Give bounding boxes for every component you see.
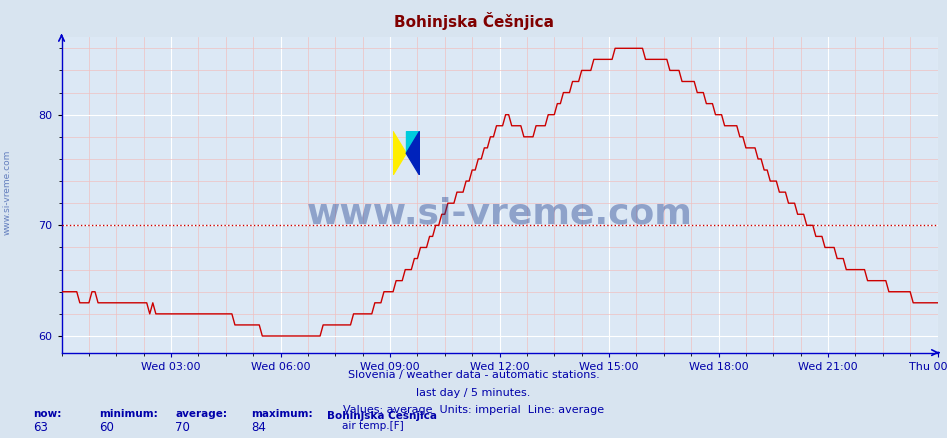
- Text: Values: average  Units: imperial  Line: average: Values: average Units: imperial Line: av…: [343, 405, 604, 415]
- Text: last day / 5 minutes.: last day / 5 minutes.: [417, 388, 530, 398]
- Text: 84: 84: [251, 421, 266, 434]
- Text: maximum:: maximum:: [251, 409, 313, 419]
- Polygon shape: [393, 131, 406, 175]
- Text: 70: 70: [175, 421, 190, 434]
- Text: Bohinjska Češnjica: Bohinjska Češnjica: [394, 12, 553, 30]
- Polygon shape: [406, 131, 420, 175]
- Text: www.si-vreme.com: www.si-vreme.com: [3, 150, 12, 235]
- Text: minimum:: minimum:: [99, 409, 158, 419]
- Text: Slovenia / weather data - automatic stations.: Slovenia / weather data - automatic stat…: [348, 370, 599, 380]
- Text: air temp.[F]: air temp.[F]: [342, 421, 403, 431]
- Text: www.si-vreme.com: www.si-vreme.com: [307, 197, 692, 231]
- Text: 63: 63: [33, 421, 48, 434]
- Polygon shape: [406, 131, 420, 153]
- Text: 60: 60: [99, 421, 115, 434]
- Text: Bohinjska Češnjica: Bohinjska Češnjica: [327, 409, 437, 421]
- Text: average:: average:: [175, 409, 227, 419]
- Text: now:: now:: [33, 409, 62, 419]
